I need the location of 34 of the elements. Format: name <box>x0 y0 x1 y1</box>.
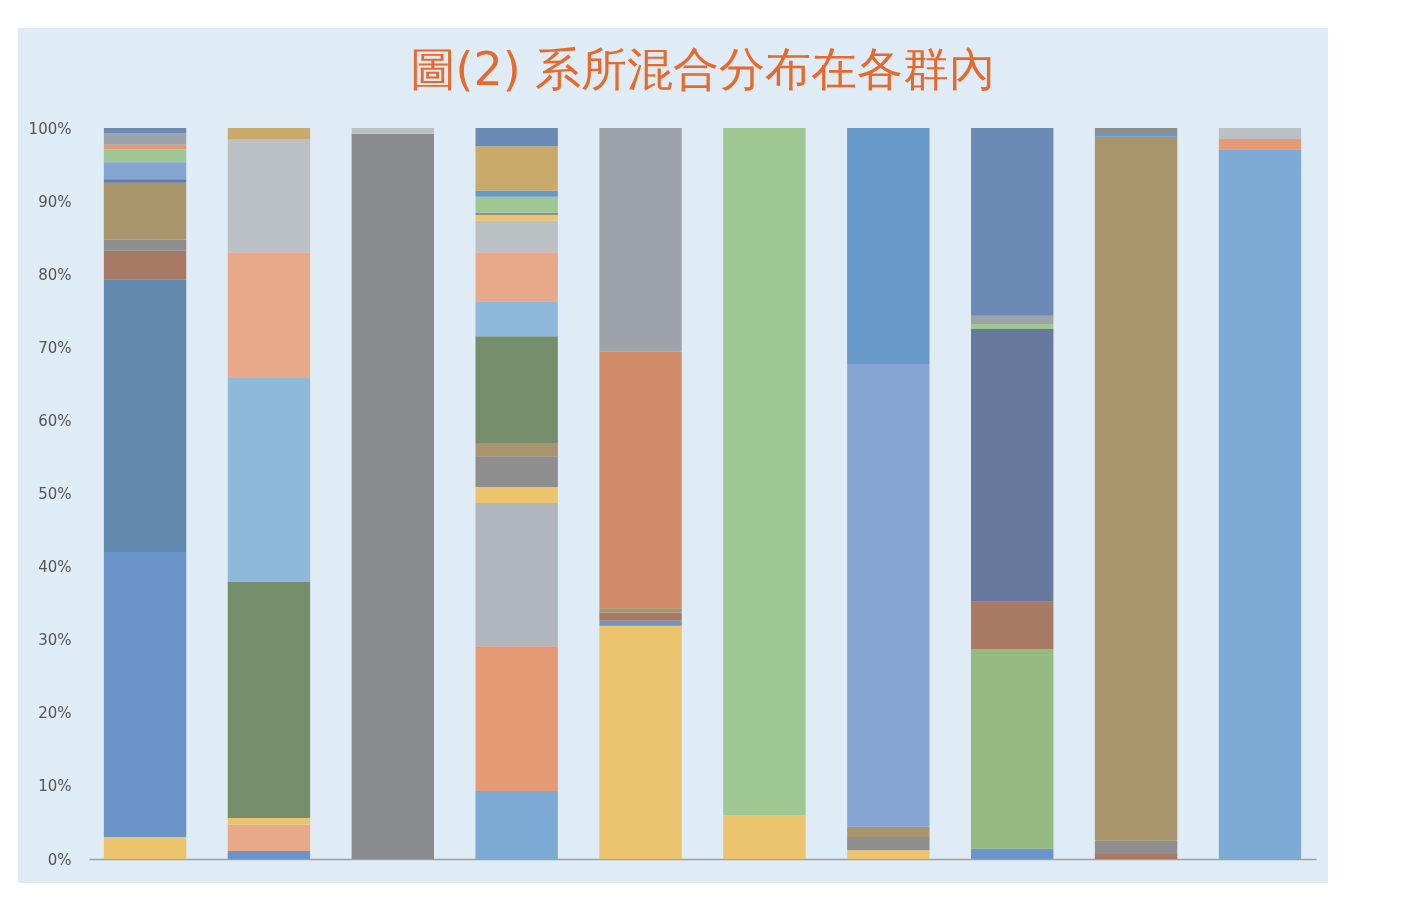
chart-title: 圖(2) 系所混合分布在各群內 <box>409 42 996 96</box>
y-tick-label: 100% <box>28 119 72 138</box>
y-tick-label: 10% <box>38 777 72 796</box>
y-tick-label: 80% <box>38 265 72 284</box>
bar <box>475 196 558 213</box>
bar <box>351 133 434 859</box>
bar <box>475 301 558 337</box>
bar <box>103 239 187 251</box>
bar <box>475 456 558 487</box>
bar <box>475 252 558 302</box>
y-tick-label: 0% <box>47 850 72 869</box>
y-tick-label: 50% <box>38 485 72 503</box>
y-tick-label: 40% <box>38 558 72 577</box>
bar <box>1094 128 1178 134</box>
bar <box>1218 149 1302 859</box>
bar <box>599 620 682 626</box>
bar <box>847 850 930 859</box>
bar <box>103 837 187 859</box>
bar <box>475 128 558 147</box>
bar <box>103 279 187 552</box>
y-tick-label: 70% <box>38 338 72 357</box>
bar <box>103 551 187 838</box>
bar <box>599 625 682 859</box>
y-tick-label: 20% <box>38 704 72 723</box>
y-tick-label: 90% <box>38 192 72 211</box>
y-tick-label: 30% <box>38 631 72 650</box>
bar <box>475 146 558 191</box>
y-tick-label: 60% <box>38 411 72 430</box>
bar <box>475 791 558 859</box>
bar <box>475 503 558 647</box>
bar <box>475 190 558 197</box>
bar <box>599 351 682 609</box>
bar <box>723 815 806 859</box>
bar <box>971 649 1054 849</box>
